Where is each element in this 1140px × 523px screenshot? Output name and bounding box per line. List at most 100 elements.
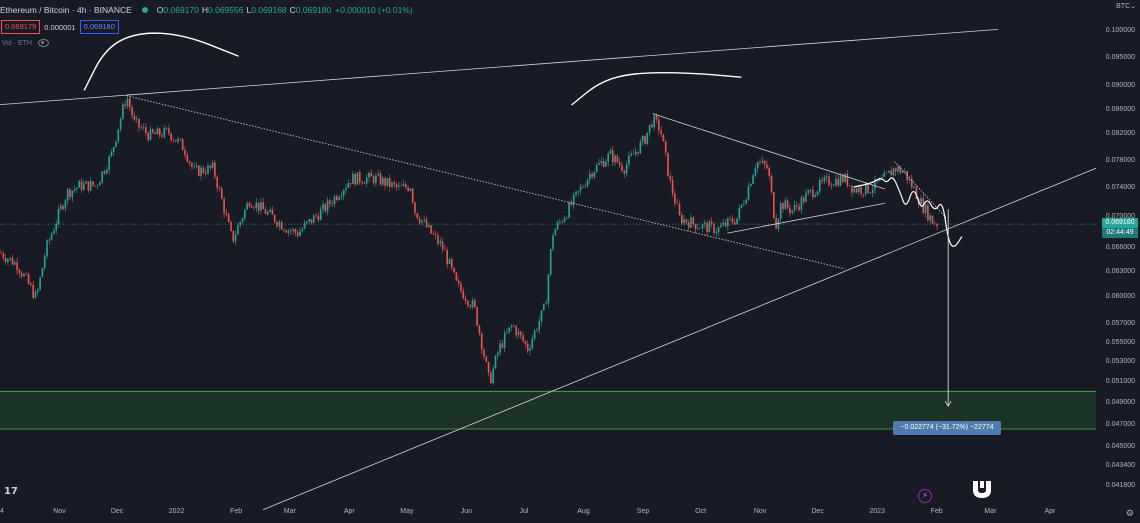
eye-icon[interactable] (37, 39, 49, 47)
candle-body (842, 175, 844, 182)
candle-body (543, 304, 545, 311)
candle-body (299, 231, 301, 236)
candle-body (218, 187, 221, 189)
volume-legend[interactable]: Vol · ETH (2, 39, 49, 47)
candle-body (216, 176, 218, 188)
time-tick-label: 2023 (869, 508, 885, 515)
candle-body (828, 176, 830, 186)
candle-body (908, 179, 911, 181)
candle-body (16, 262, 18, 271)
time-tick-label: Nov (53, 508, 66, 515)
price-tick-label: 0.078000 (1105, 156, 1135, 164)
candle-body (260, 202, 262, 211)
candle-body (602, 161, 605, 167)
candle-body (524, 341, 527, 344)
buy-button[interactable]: 0.069180 (79, 20, 119, 34)
candle-body (844, 173, 846, 182)
gear-icon[interactable]: ⚙ (1125, 508, 1134, 518)
u-logo-icon[interactable] (970, 480, 994, 500)
candle-body (464, 298, 467, 301)
trendline-wedge-upper[interactable] (894, 161, 947, 219)
measure-label[interactable]: −0.022774 (−31.72%) −22774 (893, 421, 1001, 435)
candle-body (32, 284, 34, 298)
trendline-triangle-lower[interactable] (727, 202, 885, 234)
candle-body (342, 190, 345, 196)
candle-body (547, 274, 550, 304)
candle-body (839, 175, 842, 186)
candle-body (361, 181, 363, 184)
candle-body (391, 182, 393, 187)
drawing-arc-left[interactable] (83, 32, 239, 91)
candle-body (269, 209, 271, 212)
candle-body (345, 187, 347, 191)
trendline-triangle-upper[interactable] (652, 113, 885, 190)
trendline-descending-dotted[interactable] (126, 95, 845, 270)
candle-body (57, 209, 60, 224)
sell-button[interactable]: 0.069179 (1, 20, 41, 34)
currency-selector[interactable]: BTC⌄ (1116, 3, 1136, 10)
candle-body (681, 214, 683, 224)
candle-body (99, 182, 101, 186)
candle-body (848, 185, 851, 187)
symbol-title[interactable]: Ethereum / Bitcoin · 4h · BINANCE (0, 5, 132, 15)
candle-body (186, 154, 189, 162)
candle-body (819, 179, 821, 192)
candle-body (476, 307, 478, 326)
candle-body (131, 107, 133, 116)
trendline-upper-resistance[interactable] (0, 29, 999, 106)
candle-body (784, 200, 787, 210)
candle-body (687, 222, 690, 228)
candle-body (874, 179, 876, 190)
time-tick-label: Feb (230, 508, 243, 515)
candle-body (832, 185, 835, 186)
candle-body (253, 207, 255, 209)
candle-body (595, 164, 598, 172)
candle-body (437, 235, 439, 244)
candle-body (614, 155, 616, 163)
candle-body (745, 199, 747, 204)
candle-body (520, 331, 522, 336)
candle-body (531, 338, 534, 349)
candle-body (793, 205, 796, 211)
candle-body (142, 127, 145, 128)
candle-body (867, 183, 869, 193)
price-tick-label: 0.055000 (1105, 338, 1135, 346)
candle-body (671, 180, 674, 194)
candle-body (789, 207, 791, 213)
candle-body (9, 257, 11, 260)
candle-body (89, 181, 92, 191)
candle-body (214, 162, 216, 177)
candle-body (439, 241, 442, 244)
candle-body (170, 133, 172, 140)
candle-body (904, 171, 906, 172)
drawing-projection-squiggle[interactable] (853, 177, 963, 247)
drawing-arc-middle[interactable] (571, 71, 742, 106)
candle-body (835, 178, 837, 186)
trendline-rising-support[interactable] (262, 167, 1097, 511)
candle-body (779, 203, 782, 219)
candle-body (398, 185, 400, 188)
candle-body (175, 140, 177, 142)
candle-body (198, 165, 200, 176)
price-tick-label: 0.074000 (1105, 183, 1135, 191)
candle-body (883, 173, 885, 178)
candle-body (934, 223, 936, 225)
time-tick-label: Dec (811, 508, 824, 515)
candle-body (579, 186, 582, 191)
candle-body (430, 225, 432, 234)
tv-logo-icon[interactable]: 𝟭𝟳 (4, 486, 18, 497)
candle-body (490, 372, 492, 384)
time-tick-label: 4 (0, 508, 4, 515)
candle-body (644, 135, 646, 144)
candle-body (704, 222, 706, 224)
candle-body (747, 186, 750, 200)
candle-body (64, 200, 67, 209)
candle-body (605, 161, 607, 167)
candle-body (138, 118, 140, 128)
lightning-icon[interactable]: ⚡ (918, 489, 932, 503)
candle-body (782, 203, 784, 210)
price-tick-label: 0.066000 (1105, 243, 1135, 251)
candle-body (101, 171, 103, 183)
time-tick-label: Sep (636, 508, 650, 515)
